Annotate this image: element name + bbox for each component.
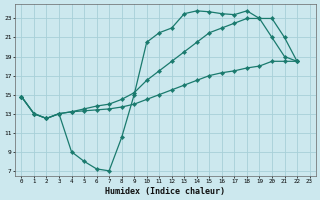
X-axis label: Humidex (Indice chaleur): Humidex (Indice chaleur): [106, 187, 226, 196]
